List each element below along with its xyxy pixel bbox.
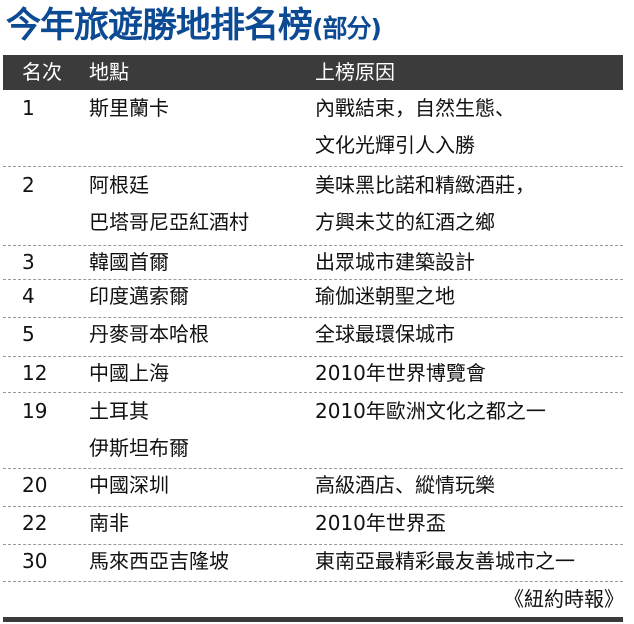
rank-value: 12 [22,361,48,385]
place-line: 韓國首爾 [89,250,169,274]
rank-cell: 22 [22,507,47,540]
reason-line: 高級酒店、縱情玩樂 [315,473,495,497]
place-line: 中國上海 [89,361,169,385]
ranking-table: 1 斯里蘭卡 內戰結束，自然生態、 文化光輝引人入勝 2 阿根廷 巴塔哥尼亞紅酒村 美味黑比諾… [3,90,623,582]
rank-value: 22 [22,511,48,535]
rank-cell: 19 [22,393,47,430]
header-rank: 名次 [22,60,62,84]
place-line: 斯里蘭卡 [89,96,169,120]
rank-value: 2 [22,173,35,197]
rank-cell: 5 [22,318,35,351]
table-header: 名次 地點 上榜原因 [3,55,623,90]
place-line: 巴塔哥尼亞紅酒村 [89,210,249,234]
table-row: 22 南非 2010年世界盃 [3,507,623,545]
reason-line: 2010年世界盃 [315,511,446,535]
rank-cell: 12 [22,357,47,390]
rank-cell: 30 [22,545,47,578]
header-reason: 上榜原因 [315,60,395,84]
reason-cell: 2010年世界盃 [315,507,446,540]
table-row: 3 韓國首爾 出眾城市建築設計 [3,246,623,280]
place-line: 土耳其 [89,399,149,423]
place-cell: 土耳其 伊斯坦布爾 [89,393,189,467]
rank-value: 20 [22,473,48,497]
place-cell: 中國深圳 [89,469,169,502]
place-cell: 南非 [89,507,129,540]
place-line: 印度邁索爾 [89,284,189,308]
rank-value: 19 [22,399,48,423]
place-line: 南非 [89,511,129,535]
table-row: 30 馬來西亞吉隆坡 東南亞最精彩最友善城市之一 [3,545,623,582]
table-row: 19 土耳其伊斯坦布爾 2010年歐洲文化之都之一 [3,393,623,469]
bottom-divider [3,617,623,622]
rank-cell: 1 [22,90,35,127]
title-main: 今年旅遊勝地排名榜 [6,6,313,46]
reason-cell: 出眾城市建築設計 [315,246,475,279]
place-cell: 斯里蘭卡 [89,90,169,127]
reason-line: 內戰結束，自然生態、 [315,96,515,120]
reason-line: 出眾城市建築設計 [315,250,475,274]
table-row: 12 中國上海 2010年世界博覽會 [3,357,623,393]
reason-cell: 高級酒店、縱情玩樂 [315,469,495,502]
reason-line: 東南亞最精彩最友善城市之一 [315,549,575,573]
source-credit: 《紐約時報》 [504,587,624,611]
place-line: 伊斯坦布爾 [89,436,189,460]
place-line: 丹麥哥本哈根 [89,322,209,346]
rank-cell: 2 [22,167,35,204]
reason-line: 2010年歐洲文化之都之一 [315,399,546,423]
place-cell: 丹麥哥本哈根 [89,318,209,351]
place-line: 中國深圳 [89,473,169,497]
reason-line: 美味黑比諾和精緻酒莊， [315,173,535,197]
table-row: 20 中國深圳 高級酒店、縱情玩樂 [3,469,623,507]
reason-line: 2010年世界博覽會 [315,361,486,385]
reason-line: 方興未艾的紅酒之鄉 [315,210,495,234]
page-title: 今年旅遊勝地排名榜(部分) [6,2,382,50]
place-cell: 韓國首爾 [89,246,169,279]
rank-cell: 20 [22,469,47,502]
place-line: 阿根廷 [89,173,149,197]
rank-cell: 4 [22,280,35,313]
rank-cell: 3 [22,246,35,279]
rank-value: 30 [22,549,48,573]
header-place: 地點 [89,60,129,84]
reason-cell: 內戰結束，自然生態、 文化光輝引人入勝 [315,90,515,164]
place-cell: 馬來西亞吉隆坡 [89,545,229,578]
reason-cell: 美味黑比諾和精緻酒莊， 方興未艾的紅酒之鄉 [315,167,535,241]
title-sub: (部分) [312,14,382,43]
reason-cell: 2010年歐洲文化之都之一 [315,393,546,430]
table-row: 4 印度邁索爾 瑜伽迷朝聖之地 [3,280,623,318]
reason-cell: 2010年世界博覽會 [315,357,486,390]
reason-cell: 瑜伽迷朝聖之地 [315,280,455,313]
rank-value: 4 [22,284,35,308]
reason-cell: 全球最環保城市 [315,318,455,351]
place-cell: 阿根廷巴塔哥尼亞紅酒村 [89,167,249,241]
table-row: 1 斯里蘭卡 內戰結束，自然生態、 文化光輝引人入勝 [3,90,623,167]
rank-value: 5 [22,322,35,346]
rank-value: 1 [22,96,35,120]
place-line: 馬來西亞吉隆坡 [89,549,229,573]
rank-value: 3 [22,250,35,274]
table-row: 2 阿根廷巴塔哥尼亞紅酒村 美味黑比諾和精緻酒莊， 方興未艾的紅酒之鄉 [3,167,623,246]
reason-line: 瑜伽迷朝聖之地 [315,284,455,308]
reason-line: 文化光輝引人入勝 [315,133,475,157]
reason-cell: 東南亞最精彩最友善城市之一 [315,545,575,578]
reason-line: 全球最環保城市 [315,322,455,346]
place-cell: 中國上海 [89,357,169,390]
place-cell: 印度邁索爾 [89,280,189,313]
table-row: 5 丹麥哥本哈根 全球最環保城市 [3,318,623,357]
